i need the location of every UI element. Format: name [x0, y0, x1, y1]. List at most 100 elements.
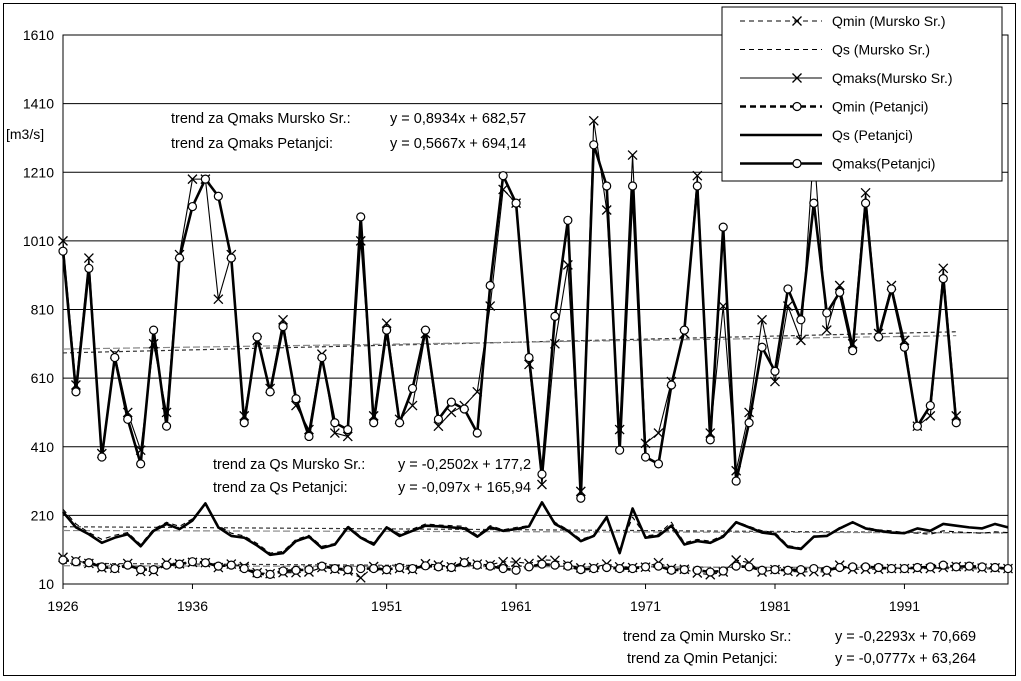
point-qmin_pet-1996 [964, 561, 974, 571]
point-qmaks_ms-1951 [381, 318, 392, 329]
point-qmin_pet-1995 [951, 562, 961, 572]
series-line-qs_pet [62, 501, 1009, 557]
point-qmaks_pet-1968 [602, 181, 612, 191]
point-qmaks_ms-1980 [757, 314, 768, 325]
legend [721, 6, 1003, 182]
point-qmin_pet-1961 [511, 565, 521, 575]
point-qmaks_pet-1954 [420, 325, 431, 335]
point-qmin_pet-1983 [796, 564, 806, 575]
point-qmin_pet-1992 [912, 562, 922, 573]
point-qmin_pet-1947 [330, 563, 340, 574]
point-qmaks_pet-1963 [537, 469, 547, 479]
point-qmin_pet-1973 [666, 565, 677, 575]
point-qmaks_ms-1988 [860, 187, 871, 198]
point-qmin_pet-1936 [187, 557, 198, 567]
point-qmaks_pet-1941 [252, 332, 262, 342]
point-qmin_pet-1970 [627, 563, 638, 574]
legend-label-qs_pet: Qs (Petanjci) [832, 127, 913, 143]
legend-entries: Qmin (Mursko Sr.) Qs (Mursko Sr.) Qmaks(Mu… [740, 13, 953, 172]
y-tick-label-1210: 1210 [23, 164, 54, 180]
point-qmaks_pet-1948 [343, 424, 353, 435]
point-qmaks_pet-1960 [498, 171, 508, 181]
point-qmaks_pet-1926 [58, 246, 68, 256]
point-qmin_pet-1994 [938, 560, 948, 570]
point-qmin_pet-1938 [213, 561, 223, 571]
chart-frame [3, 3, 1016, 676]
point-qmaks_pet-1979 [744, 418, 754, 428]
point-qmaks_pet-1962 [524, 352, 534, 363]
y-tick-label-810: 810 [31, 302, 55, 318]
point-qmaks_ms-1956 [446, 407, 457, 418]
trend-qs-ms-eq: y = -0,2502x + 177,2 [398, 457, 531, 473]
point-qmin_pet-1926 [58, 555, 68, 565]
point-qmaks_pet-1935 [174, 253, 185, 263]
point-qmin_pet-1928 [84, 558, 94, 568]
point-qmin_pet-1960 [498, 563, 508, 574]
trend-qs-pet-label: trend za Qs Petanjci: [213, 480, 348, 496]
point-qmin_pet-1953 [407, 563, 418, 574]
legend-marker-qmin_pet [792, 101, 802, 112]
point-qmaks_ms-1948 [342, 431, 353, 442]
trend-line-qmaks_pet [62, 335, 957, 350]
point-qmin_pet-1937 [200, 558, 210, 568]
point-qmin_pet-1948 [343, 564, 353, 575]
point-qmaks_pet-1964 [550, 311, 560, 321]
point-qmin_pet-1972 [653, 561, 664, 571]
point-qmin_pet-1952 [394, 562, 405, 573]
point-qmaks_pet-1939 [226, 253, 236, 263]
series-layer [58, 115, 1013, 583]
point-qmin_pet-1941 [252, 569, 262, 579]
y-tick-label-1410: 1410 [23, 96, 54, 112]
trend-line-qs_pet [62, 529, 1009, 534]
point-qmaks_pet-1938 [213, 191, 223, 201]
point-qmin_pet-1982 [783, 565, 793, 575]
point-qmaks_pet-1961 [511, 198, 521, 208]
legend-label-qmin_pet: Qmin (Petanjci) [832, 99, 928, 115]
point-qmaks_ms-1967 [588, 115, 599, 126]
point-qmaks_ms-1985 [821, 325, 832, 336]
trend-qmaks-pet-label: trend za Qmaks Petanjci: [171, 136, 333, 152]
point-qmin_pet-1954 [420, 561, 431, 571]
point-qmin_pet-1977 [718, 566, 728, 576]
series-line-qmaks_ms [62, 120, 957, 492]
point-qmin_pet-1935 [174, 559, 185, 569]
point-qmaks_pet-1931 [123, 414, 133, 424]
legend-marker-qmin_ms [792, 16, 802, 26]
point-qmaks_pet-1980 [757, 342, 767, 352]
x-tick-label-1926: 1926 [47, 598, 78, 614]
point-qmin_pet-1959 [485, 561, 495, 571]
point-qmaks_ms-1975 [692, 170, 703, 181]
point-qmin_pet-1964 [550, 560, 560, 570]
point-qmin_pet-1958 [472, 560, 482, 570]
point-qmaks_pet-1975 [692, 181, 702, 191]
point-qmin_pet-1979 [744, 562, 754, 572]
point-qmin_pet-1987 [848, 562, 858, 572]
point-qmin_pet-1984 [809, 563, 819, 574]
point-qmaks_ms-1994 [938, 263, 949, 274]
point-qmin_ms-1961 [511, 557, 522, 567]
point-qmin_pet-1957 [459, 558, 469, 568]
point-qmin_pet-1985 [822, 565, 832, 575]
point-qmin_pet-1962 [524, 562, 534, 572]
point-qmaks_pet-1970 [627, 181, 638, 191]
series-line-qmaks_pet [61, 143, 958, 500]
point-qmaks_ms-1963 [537, 479, 547, 490]
point-qmaks_pet-1929 [97, 452, 107, 462]
point-qmaks_ms-1943 [278, 314, 289, 325]
point-qmaks_pet-1976 [705, 435, 715, 445]
point-qmaks_pet-1984 [809, 198, 819, 208]
point-qmin_pet-1951 [382, 564, 392, 575]
series-qmaks_pet [58, 140, 961, 503]
point-qmaks_pet-1933 [149, 325, 159, 335]
point-qmaks_pet-1983 [796, 315, 806, 325]
x-tick-label-1981: 1981 [759, 598, 790, 614]
trend-qmaks-ms-eq: y = 0,8934x + 682,57 [390, 111, 526, 127]
point-qmaks_ms-1938 [213, 294, 224, 305]
trend-qmin-ms-eq: y = -0,2293x + 70,669 [835, 629, 976, 645]
legend-label-qmaks_ms: Qmaks(Mursko Sr.) [832, 70, 953, 86]
point-qmaks_ms-1983 [795, 335, 806, 346]
point-qmaks_pet-1958 [472, 428, 482, 438]
point-qmin_pet-1975 [692, 565, 702, 575]
y-axis-label: [m3/s] [6, 126, 44, 142]
point-qmaks_pet-1951 [382, 325, 392, 335]
